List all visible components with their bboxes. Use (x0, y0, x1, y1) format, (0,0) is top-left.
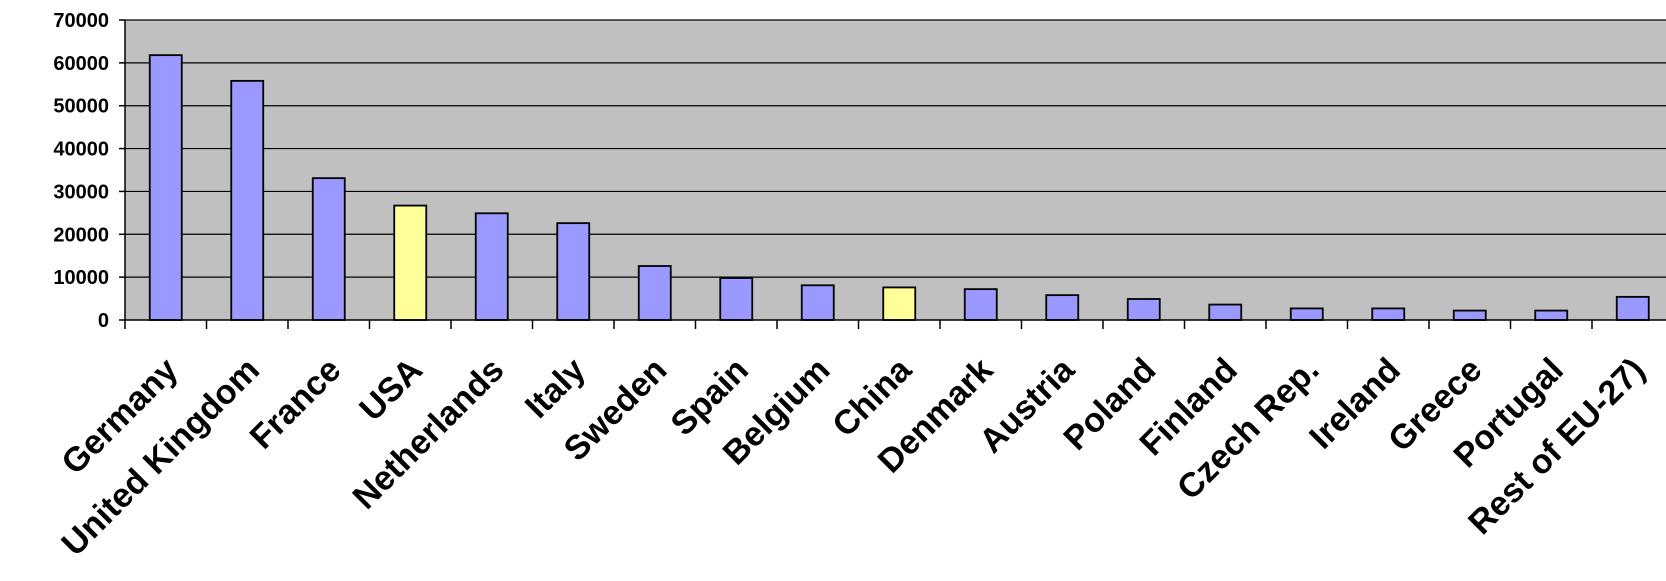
bar (719, 277, 754, 321)
bar (1534, 309, 1569, 321)
bar (1371, 307, 1406, 321)
bar (1208, 303, 1243, 321)
bars (148, 54, 1650, 321)
bar (1289, 307, 1324, 321)
y-tick-label: 40000 (53, 139, 109, 161)
bar (1126, 298, 1161, 321)
x-tick-label: France (243, 351, 349, 457)
bar (882, 286, 917, 321)
bar (474, 212, 509, 321)
y-tick-label: 70000 (53, 10, 109, 32)
gridlines (125, 19, 1666, 278)
x-tick-label: Netherlands (346, 351, 512, 517)
axes (119, 19, 1666, 329)
bar (1452, 309, 1487, 321)
bar (1615, 295, 1650, 321)
y-tick-label: 20000 (53, 224, 109, 246)
bar (311, 177, 346, 321)
plot-area (125, 20, 1666, 320)
y-tick-label: 0 (98, 310, 109, 332)
bar (963, 288, 998, 321)
y-tick-label: 60000 (53, 53, 109, 75)
bar (393, 204, 428, 321)
x-tick-label: Italy (518, 351, 593, 426)
bar (230, 79, 265, 321)
bar (637, 265, 672, 321)
y-tick-labels: 0 10000 20000 30000 40000 50000 60000 70000 (53, 10, 109, 332)
bar (1045, 294, 1080, 321)
bar (148, 54, 183, 321)
y-tick-label: 50000 (53, 96, 109, 118)
y-tick-label: 30000 (53, 181, 109, 203)
bar (556, 222, 591, 321)
y-tick-label: 10000 (53, 267, 109, 289)
bar (800, 284, 835, 321)
